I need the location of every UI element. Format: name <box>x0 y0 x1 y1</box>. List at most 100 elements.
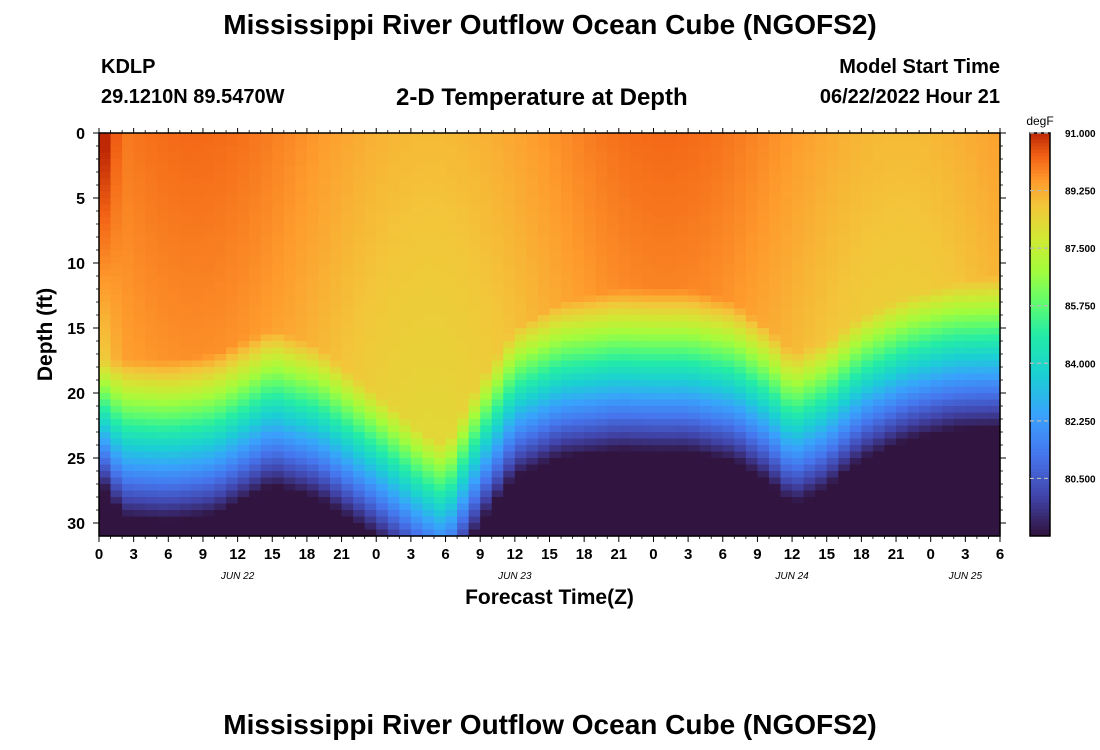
heat-cell <box>503 276 516 284</box>
heat-cell <box>226 230 239 238</box>
heat-cell <box>711 406 724 414</box>
heat-cell <box>168 217 181 225</box>
heat-cell <box>353 282 366 290</box>
heat-cell <box>722 295 735 303</box>
heat-cell <box>422 139 435 147</box>
heat-cell <box>537 438 551 446</box>
heat-cell <box>514 425 527 433</box>
heat-cell <box>618 393 631 401</box>
heat-cell <box>861 243 874 251</box>
heat-cell <box>318 419 331 427</box>
heat-cell <box>861 412 874 420</box>
heat-cell <box>884 224 897 232</box>
heat-cell <box>99 198 112 206</box>
heat-cell <box>595 516 608 524</box>
heat-cell <box>272 191 285 199</box>
heat-cell <box>572 321 585 329</box>
heat-cell <box>699 516 712 524</box>
heat-cell <box>872 230 886 238</box>
heat-cell <box>122 172 135 180</box>
heat-cell <box>202 204 216 212</box>
heat-cell <box>688 380 701 388</box>
heat-cell <box>387 464 400 472</box>
heat-cell <box>607 393 620 401</box>
heat-cell <box>757 386 770 394</box>
heat-cell <box>792 217 805 225</box>
heat-cell <box>110 172 123 180</box>
heat-cell <box>607 516 620 524</box>
heat-cell <box>572 198 585 206</box>
heat-cell <box>422 191 435 199</box>
heat-cell <box>156 315 169 323</box>
heat-cell <box>387 146 400 154</box>
heat-cell <box>480 419 493 427</box>
heat-cell <box>202 243 216 251</box>
heat-cell <box>410 321 424 329</box>
heat-cell <box>341 191 354 199</box>
heat-cell <box>665 523 678 531</box>
heat-cell <box>433 276 447 284</box>
heat-cell <box>618 406 631 414</box>
heat-cell <box>99 321 112 329</box>
heat-cell <box>503 367 516 375</box>
heat-cell <box>803 308 816 316</box>
heat-cell <box>699 217 712 225</box>
heat-cell <box>480 497 493 505</box>
heat-cell <box>734 139 747 147</box>
heat-cell <box>457 146 470 154</box>
heat-cell <box>156 419 169 427</box>
heat-cell <box>353 445 366 453</box>
plot-subtitle: 2-D Temperature at Depth <box>396 84 688 111</box>
heat-cell <box>872 282 886 290</box>
heat-cell <box>595 217 608 225</box>
heat-cell <box>457 425 470 433</box>
heat-cell <box>122 328 135 336</box>
heat-cell <box>503 204 516 212</box>
heat-cell <box>665 367 678 375</box>
heat-cell <box>849 341 862 349</box>
heat-cell <box>930 146 943 154</box>
heat-cell <box>665 185 678 193</box>
heat-cell <box>249 412 262 420</box>
heat-cell <box>792 289 805 297</box>
heat-cell <box>584 269 597 277</box>
heat-cell <box>283 152 296 160</box>
heat-cell <box>514 282 527 290</box>
heat-cell <box>676 503 689 511</box>
heat-cell <box>179 263 193 271</box>
heat-cell <box>191 276 204 284</box>
heat-cell <box>537 276 551 284</box>
heat-cell <box>792 139 805 147</box>
heat-cell <box>711 224 724 232</box>
heat-cell <box>295 321 308 329</box>
heat-cell <box>549 139 562 147</box>
heat-cell <box>491 237 504 245</box>
heat-cell <box>202 146 216 154</box>
heat-cell <box>179 243 193 251</box>
heat-cell <box>99 243 112 251</box>
heat-cell <box>618 282 631 290</box>
heat-cell <box>99 334 112 342</box>
heat-cell <box>330 497 343 505</box>
heat-cell <box>988 438 1001 446</box>
heat-cell <box>537 282 551 290</box>
heat-cell <box>549 419 562 427</box>
heat-cell <box>156 295 169 303</box>
heat-cell <box>376 328 389 336</box>
heat-cell <box>641 321 655 329</box>
heat-cell <box>861 425 874 433</box>
heat-cell <box>226 302 239 310</box>
heat-cell <box>676 367 689 375</box>
heat-cell <box>272 471 285 479</box>
heat-cell <box>722 328 735 336</box>
heat-cell <box>688 321 701 329</box>
heat-cell <box>607 406 620 414</box>
heat-cell <box>99 471 112 479</box>
heat-cell <box>433 471 447 479</box>
heat-cell <box>387 523 400 531</box>
heat-cell <box>457 198 470 206</box>
heat-cell <box>768 490 782 498</box>
heat-cell <box>722 341 735 349</box>
heat-cell <box>99 204 112 212</box>
heat-cell <box>122 445 135 453</box>
